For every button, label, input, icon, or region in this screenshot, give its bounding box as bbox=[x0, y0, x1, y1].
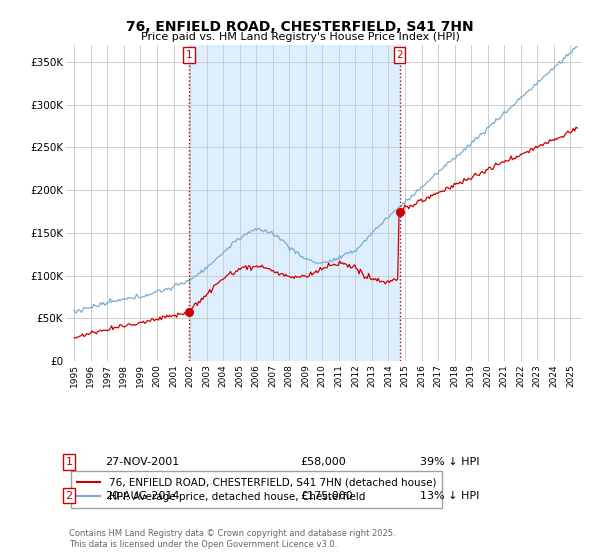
Text: Contains HM Land Registry data © Crown copyright and database right 2025.
This d: Contains HM Land Registry data © Crown c… bbox=[69, 529, 395, 549]
Bar bbox=[188, 45, 400, 361]
Text: 76, ENFIELD ROAD, CHESTERFIELD, S41 7HN: 76, ENFIELD ROAD, CHESTERFIELD, S41 7HN bbox=[126, 20, 474, 34]
Legend: 76, ENFIELD ROAD, CHESTERFIELD, S41 7HN (detached house), HPI: Average price, de: 76, ENFIELD ROAD, CHESTERFIELD, S41 7HN … bbox=[71, 471, 442, 508]
Text: 39% ↓ HPI: 39% ↓ HPI bbox=[420, 457, 479, 467]
Text: 13% ↓ HPI: 13% ↓ HPI bbox=[420, 491, 479, 501]
Text: £175,000: £175,000 bbox=[300, 491, 353, 501]
Text: 2: 2 bbox=[65, 491, 73, 501]
Text: 2: 2 bbox=[396, 50, 403, 60]
Text: 1: 1 bbox=[65, 457, 73, 467]
Text: 1: 1 bbox=[185, 50, 192, 60]
Text: £58,000: £58,000 bbox=[300, 457, 346, 467]
Text: 20-AUG-2014: 20-AUG-2014 bbox=[105, 491, 179, 501]
Text: Price paid vs. HM Land Registry's House Price Index (HPI): Price paid vs. HM Land Registry's House … bbox=[140, 32, 460, 42]
Text: 27-NOV-2001: 27-NOV-2001 bbox=[105, 457, 179, 467]
